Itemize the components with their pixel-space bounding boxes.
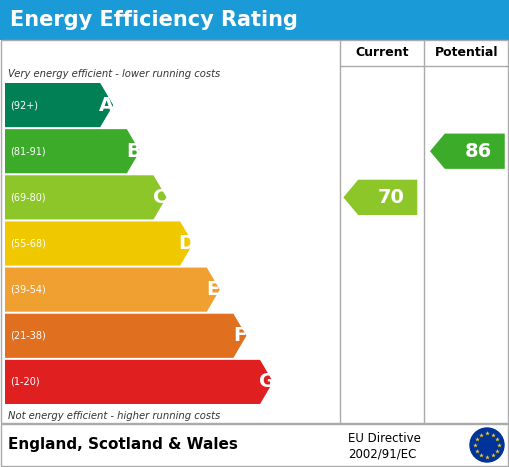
Polygon shape (344, 180, 417, 215)
Text: EU Directive: EU Directive (348, 432, 421, 445)
Polygon shape (5, 83, 113, 127)
Polygon shape (5, 175, 166, 219)
Text: (39-54): (39-54) (10, 285, 46, 295)
Text: 86: 86 (465, 142, 492, 161)
Text: A: A (99, 96, 115, 114)
Text: Not energy efficient - higher running costs: Not energy efficient - higher running co… (8, 411, 220, 421)
Polygon shape (5, 314, 246, 358)
FancyBboxPatch shape (1, 40, 508, 423)
Circle shape (470, 428, 504, 462)
Text: D: D (179, 234, 195, 253)
Text: F: F (233, 326, 246, 345)
Text: Very energy efficient - lower running costs: Very energy efficient - lower running co… (8, 69, 220, 79)
Bar (0, 0, 509, 40)
Polygon shape (430, 134, 505, 169)
Polygon shape (5, 221, 193, 266)
Polygon shape (5, 129, 140, 173)
Text: Current: Current (355, 47, 409, 59)
Text: (1-20): (1-20) (10, 377, 40, 387)
FancyBboxPatch shape (1, 424, 508, 466)
Text: G: G (259, 372, 275, 391)
Text: C: C (153, 188, 167, 207)
Text: 2002/91/EC: 2002/91/EC (348, 447, 416, 460)
Polygon shape (5, 268, 220, 311)
Text: Potential: Potential (435, 47, 498, 59)
Text: (55-68): (55-68) (10, 239, 46, 248)
Text: E: E (207, 280, 220, 299)
Text: England, Scotland & Wales: England, Scotland & Wales (8, 438, 238, 453)
Text: 70: 70 (378, 188, 405, 207)
Polygon shape (5, 360, 273, 404)
Text: (92+): (92+) (10, 100, 38, 110)
Text: (81-91): (81-91) (10, 146, 46, 156)
Text: (69-80): (69-80) (10, 192, 46, 202)
Bar (0, 423, 509, 467)
Text: B: B (126, 142, 141, 161)
Text: (21-38): (21-38) (10, 331, 46, 341)
Text: Energy Efficiency Rating: Energy Efficiency Rating (10, 10, 298, 30)
